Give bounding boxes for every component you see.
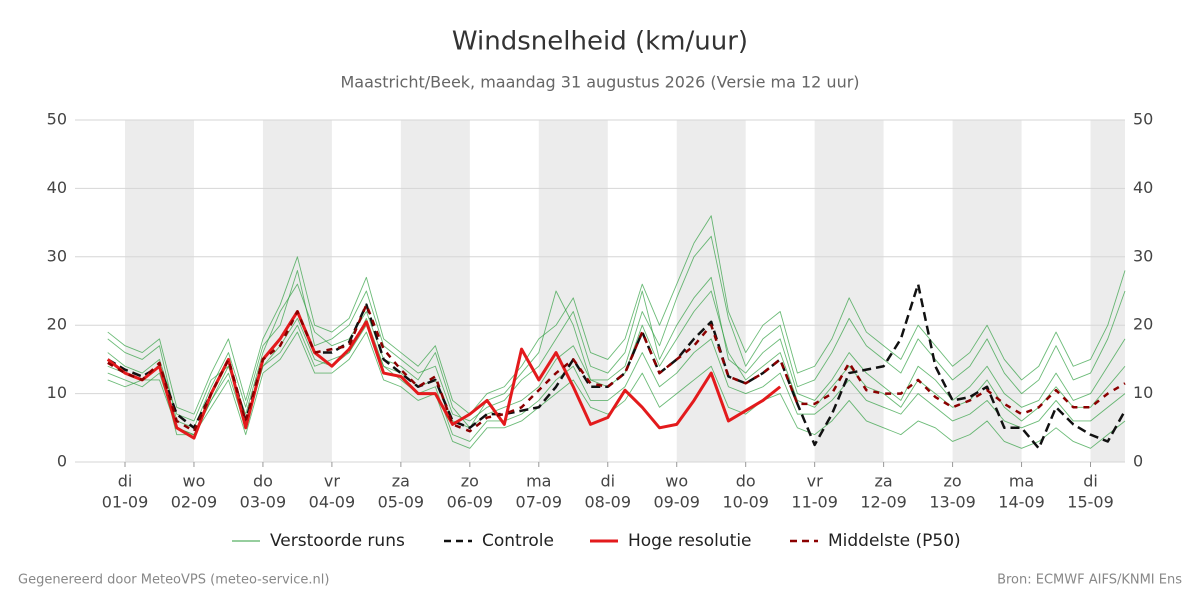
x-tick-label: 08-09: [585, 493, 632, 512]
x-tick-label: 07-09: [516, 493, 563, 512]
x-tick-label: 01-09: [102, 493, 149, 512]
y2-tick-label: 10: [1133, 383, 1153, 402]
y2-tick-label: 30: [1133, 246, 1153, 265]
x-tick-weekday: di: [118, 472, 133, 491]
x-tick-label: 15-09: [1067, 493, 1114, 512]
legend-label: Controle: [482, 531, 554, 551]
x-tick-weekday: zo: [461, 472, 479, 491]
y-tick-label: 30: [47, 246, 67, 265]
x-tick-label: 13-09: [929, 493, 976, 512]
day-band: [952, 120, 1022, 462]
day-band: [1090, 120, 1125, 462]
y-tick-label: 20: [47, 315, 67, 334]
legend-label: Middelste (P50): [828, 531, 961, 551]
ensemble-line: [107, 215, 1126, 415]
x-tick-label: 09-09: [653, 493, 700, 512]
chart-subtitle: Maastricht/Beek, maandag 31 augustus 202…: [340, 73, 859, 92]
x-tick-label: 02-09: [171, 493, 218, 512]
x-tick-weekday: ma: [526, 472, 551, 491]
footer-left: Gegenereerd door MeteoVPS (meteo-service…: [18, 573, 329, 588]
x-tick-weekday: do: [253, 472, 273, 491]
x-tick-weekday: di: [600, 472, 615, 491]
x-tick-weekday: vr: [324, 472, 340, 491]
x-tick-label: 10-09: [722, 493, 769, 512]
chart-title: Windsnelheid (km/uur): [452, 27, 748, 57]
x-tick-weekday: wo: [183, 472, 206, 491]
x-tick-label: 11-09: [791, 493, 838, 512]
x-tick-label: 05-09: [378, 493, 425, 512]
x-tick-weekday: za: [392, 472, 410, 491]
x-tick-weekday: ma: [1009, 472, 1034, 491]
ensemble-line: [107, 331, 1126, 449]
y-tick-label: 10: [47, 383, 67, 402]
x-tick-label: 14-09: [998, 493, 1045, 512]
y-tick-label: 40: [47, 178, 67, 197]
y2-tick-label: 20: [1133, 315, 1153, 334]
day-band: [262, 120, 332, 462]
x-tick-label: 04-09: [309, 493, 356, 512]
x-tick-weekday: vr: [807, 472, 823, 491]
x-tick-label: 12-09: [860, 493, 907, 512]
y-tick-label: 50: [47, 110, 67, 129]
y2-tick-label: 0: [1133, 452, 1143, 471]
footer-right: Bron: ECMWF AIFS/KNMI Ens: [997, 573, 1182, 588]
x-tick-weekday: do: [736, 472, 756, 491]
day-band: [538, 120, 608, 462]
y2-tick-label: 50: [1133, 110, 1153, 129]
series-line: [107, 303, 1126, 433]
x-tick-weekday: wo: [665, 472, 688, 491]
ensemble-line: [107, 317, 1126, 442]
legend-label: Hoge resolutie: [628, 531, 752, 551]
day-band: [400, 120, 470, 462]
x-tick-weekday: za: [875, 472, 893, 491]
x-tick-label: 06-09: [447, 493, 494, 512]
ensemble-line: [107, 270, 1126, 429]
legend-label: Verstoorde runs: [270, 531, 405, 551]
y-tick-label: 0: [57, 452, 67, 471]
ensemble-line: [107, 235, 1126, 429]
x-tick-weekday: di: [1083, 472, 1098, 491]
x-tick-label: 03-09: [240, 493, 287, 512]
day-band: [814, 120, 884, 462]
day-band: [125, 120, 194, 462]
x-tick-weekday: zo: [943, 472, 961, 491]
y2-tick-label: 40: [1133, 178, 1153, 197]
